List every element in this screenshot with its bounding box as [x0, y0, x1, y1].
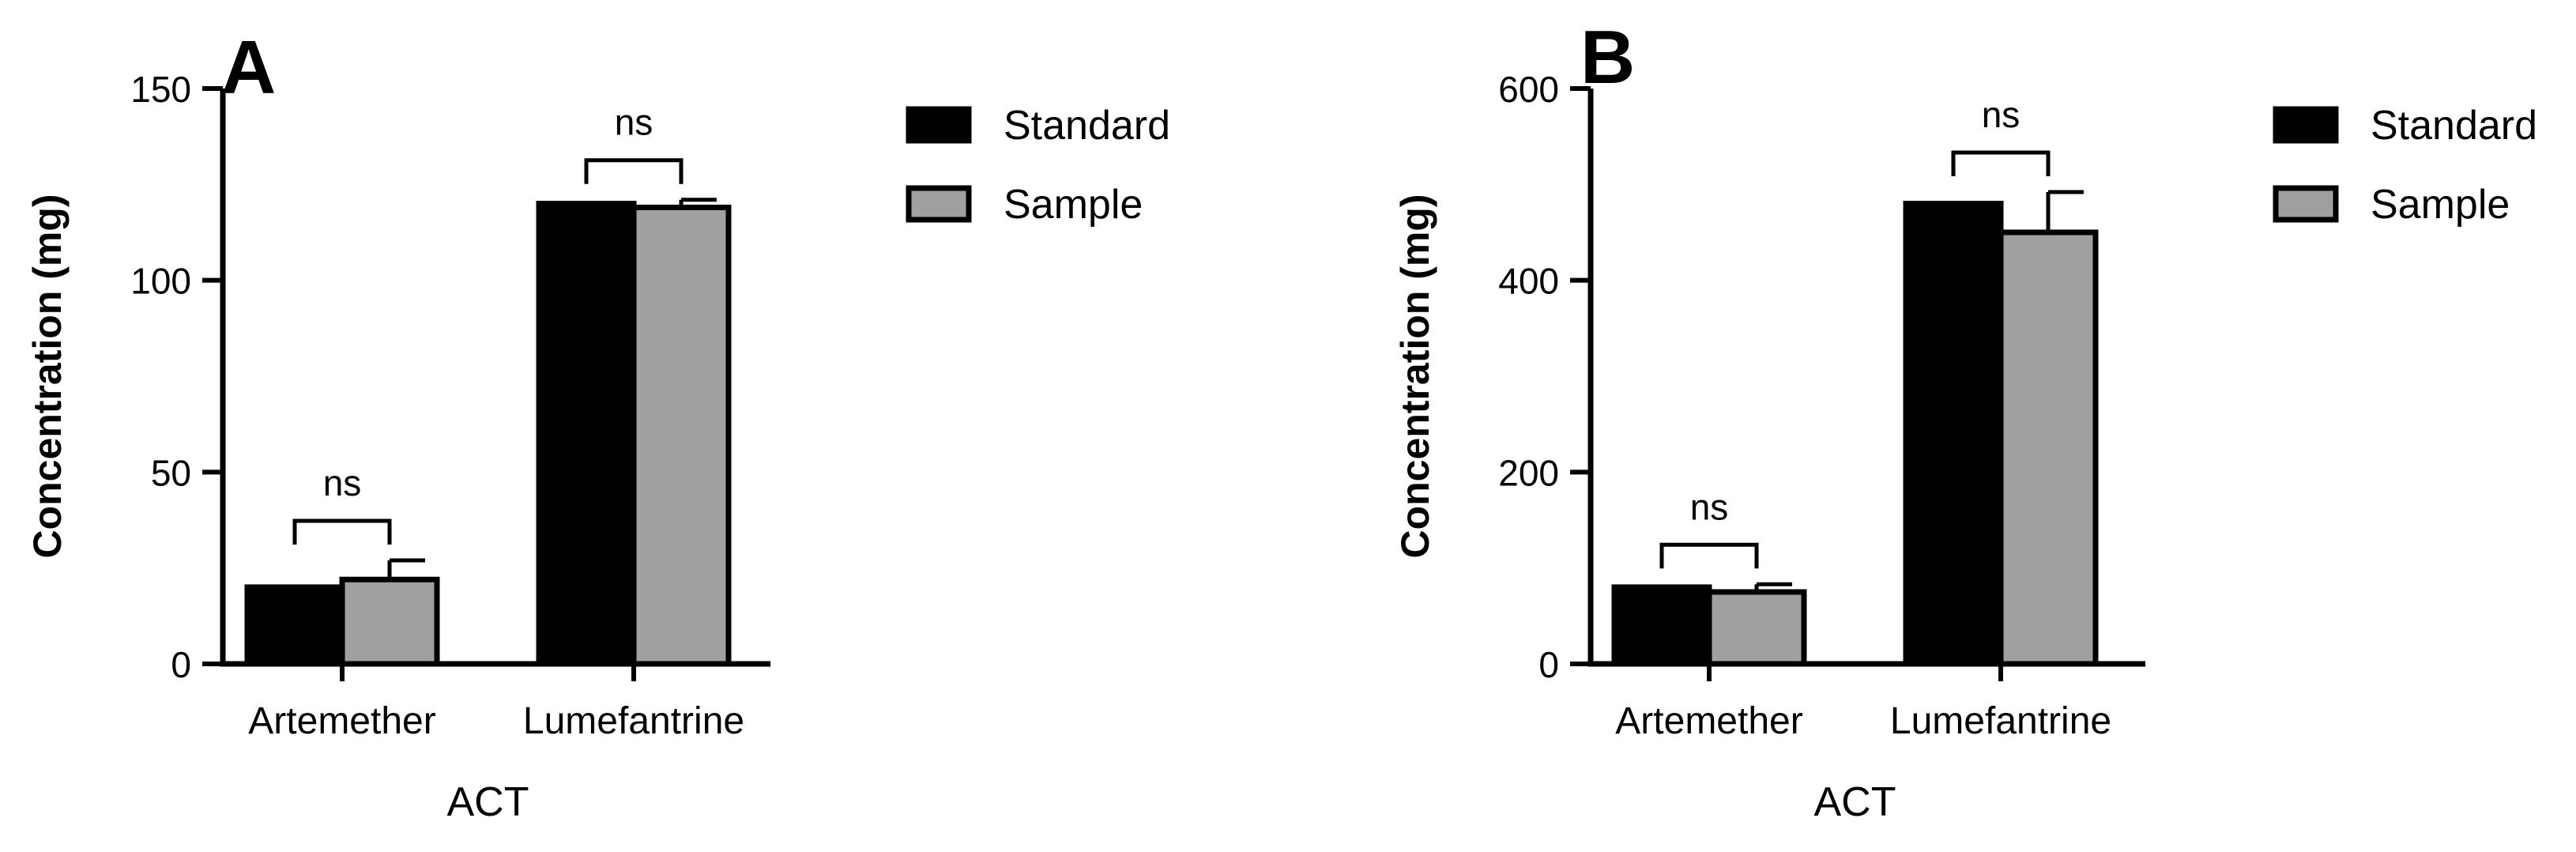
legend-swatch-standard: [906, 106, 972, 144]
x-tick-label-artemether: Artemether: [248, 700, 435, 742]
panel-label: B: [1580, 15, 1635, 100]
x-axis-label: ACT: [1814, 779, 1896, 825]
y-tick-label: 100: [130, 261, 191, 302]
legend-label-standard: Standard: [1004, 103, 1170, 149]
x-tick-label-lumefantrine: Lumefantrine: [523, 700, 744, 742]
legend-swatch-standard: [2273, 106, 2339, 144]
significance-label-lumefantrine: ns: [615, 102, 653, 143]
y-tick-label: 150: [130, 69, 191, 110]
significance-label-artemether: ns: [1690, 486, 1729, 527]
legend-label-standard: Standard: [2371, 103, 2537, 149]
y-tick-label: 600: [1498, 69, 1559, 110]
legend-label-sample: Sample: [1004, 182, 1143, 228]
significance-label-lumefantrine: ns: [1982, 94, 2021, 135]
bar-sample-lumefantrine: [1998, 229, 2099, 667]
legend-swatch-sample: [906, 185, 972, 223]
bar-sample-lumefantrine: [631, 204, 732, 667]
x-tick-label-artemether: Artemether: [1615, 700, 1802, 742]
y-tick-label: 0: [1538, 644, 1559, 685]
legend-label-sample: Sample: [2371, 182, 2510, 228]
significance-bracket-lumefantrine: [1951, 150, 2051, 177]
significance-bracket-artemether: [292, 518, 392, 545]
bar-standard-artemether: [1611, 584, 1712, 667]
bar-standard-lumefantrine: [536, 201, 637, 667]
y-tick-label: 400: [1498, 261, 1559, 302]
y-tick-label: 200: [1498, 452, 1559, 493]
y-tick-label: 0: [171, 644, 191, 685]
y-axis-label: Concentration (mg): [25, 194, 70, 558]
bar-sample-artemether: [1706, 589, 1807, 667]
bar-standard-lumefantrine: [1903, 201, 2004, 667]
x-tick-label-lumefantrine: Lumefantrine: [1890, 700, 2111, 742]
x-axis-label: ACT: [447, 779, 529, 825]
bar-standard-artemether: [244, 584, 345, 667]
significance-bracket-lumefantrine: [584, 158, 684, 184]
y-tick-label: 50: [151, 452, 191, 493]
chart-panel-b: Bns Artemether ns Lumefantrine 0 200 400 600 Con…: [1393, 15, 2537, 825]
legend-swatch-sample: [2273, 185, 2339, 223]
significance-bracket-artemether: [1659, 542, 1759, 569]
y-axis-label: Concentration (mg): [1393, 194, 1437, 558]
bar-sample-artemether: [339, 576, 440, 667]
chart-panel-a: Ans Artemether ns Lumefantrine 0 50 100 150 Conc…: [25, 25, 1170, 825]
panel-label: A: [221, 25, 276, 110]
significance-label-artemether: ns: [323, 462, 362, 503]
